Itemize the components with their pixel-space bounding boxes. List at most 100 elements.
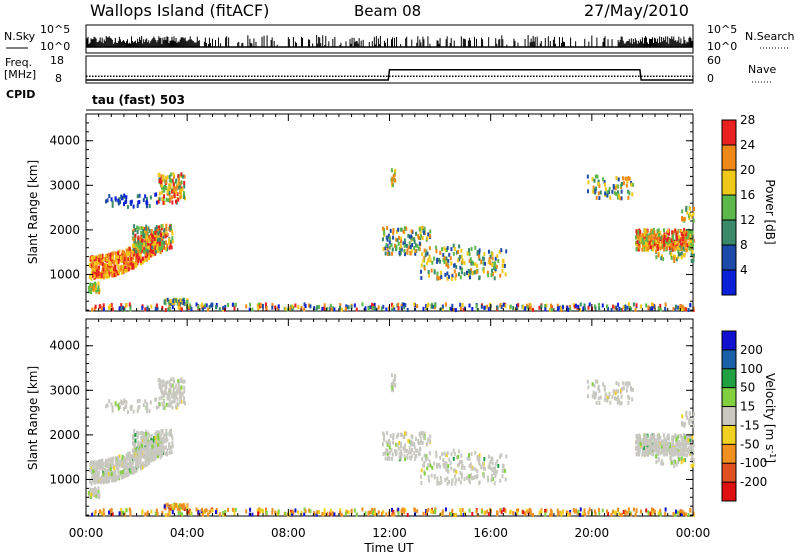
velocity-cell [688,441,691,446]
velocity-cell [663,449,666,454]
velocity-cell [178,390,181,395]
power-cell [468,251,471,256]
velocity-cell [332,511,335,516]
velocity-cell [373,511,376,516]
power-cell [172,172,175,177]
power-cell [482,256,485,261]
velocity-cell [403,448,406,453]
velocity-cell [161,448,164,453]
velocity-cell [471,476,474,481]
velocity-cell [540,509,543,514]
velocity-cell [482,461,485,466]
velocity-cell [102,472,105,477]
velocity-cell [575,508,578,513]
power-cell [646,246,649,251]
velocity-cell [512,511,515,516]
power-cell [604,187,607,192]
power-cell [487,273,490,278]
power-cell [692,218,695,223]
velocity-cell [159,445,162,450]
power-cell [164,234,167,239]
power-cell [180,307,183,312]
velocity-cell [388,441,391,446]
power-cell [111,255,114,260]
velocity-cell [146,431,149,436]
power-cell [660,245,663,250]
power-cell [162,174,165,179]
power-cell [614,186,617,191]
velocity-cell [426,466,429,471]
power-cell [165,180,168,185]
velocity-cell [143,439,146,444]
power-cell [160,232,163,237]
velocity-cell [144,456,147,461]
velocity-cell [429,434,432,439]
power-cell [108,305,111,310]
date-title: 27/May/2010 [584,1,689,20]
velocity-cell [123,512,126,517]
velocity-cell [433,475,436,480]
power-cell [150,233,153,238]
power-cell [474,245,477,250]
velocity-cell [439,464,442,469]
velocity-cell [172,377,175,382]
power-cell [413,240,416,245]
velocity-cell [433,461,436,466]
velocity-cell [122,474,125,479]
power-cell [445,262,448,267]
power-cell [122,269,125,274]
velocity-cell [596,379,599,384]
velocity-cell [665,450,668,455]
velocity-cell [245,509,248,514]
power-cell [664,302,667,307]
velocity-cell [622,509,625,514]
power-cell [162,185,165,190]
velocity-cell [173,505,176,510]
velocity-cell [157,436,160,441]
velocity-cell [476,454,479,459]
velocity-cell [573,509,576,514]
velocity-cell [603,387,606,392]
velocity-cell [165,391,168,396]
power-cell [494,256,497,261]
velocity-ytick-label: 4000 [49,339,80,353]
velocity-cell [165,445,168,450]
velocity-cell [692,411,695,416]
power-cell [429,229,432,234]
power-cell [677,252,680,257]
power-cell [452,243,455,248]
velocity-cell [118,454,121,459]
velocity-cell [400,444,403,449]
power-cell [689,239,692,244]
power-cell [116,271,119,276]
power-cell [685,307,688,312]
velocity-cell [622,381,625,386]
power-cell [655,255,658,260]
power-cell [162,234,165,239]
power-cell [120,258,123,263]
power-cell [625,183,628,188]
velocity-cell [390,448,393,453]
velocity-cell [158,402,161,407]
velocity-cell [109,473,112,478]
power-cell [681,304,684,309]
power-cell [400,247,403,252]
velocity-cell [160,379,163,384]
velocity-cell [271,510,274,515]
velocity-cell [139,450,142,455]
velocity-cell [258,507,261,512]
velocity-cell [95,493,98,498]
velocity-cell [129,512,132,517]
power-cell [118,200,121,205]
power-cell [677,305,680,310]
velocity-cell [90,476,93,481]
velocity-cell [437,481,440,486]
velocity-cell [447,479,450,484]
power-cell [201,305,204,310]
power-cell [133,239,136,244]
velocity-cell [154,397,157,402]
power-cell [168,178,171,183]
power-cell [528,302,531,307]
velocity-cell [234,507,237,512]
velocity-cell [641,437,644,442]
